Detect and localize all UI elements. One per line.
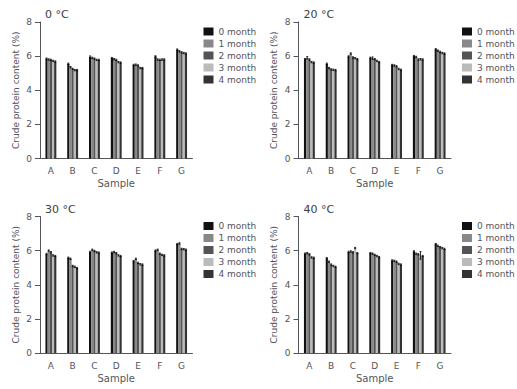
svg-text:G: G: [437, 166, 444, 176]
svg-text:2 month: 2 month: [477, 245, 515, 255]
svg-text:0: 0: [26, 154, 32, 164]
svg-text:B: B: [70, 361, 76, 371]
svg-text:2: 2: [285, 314, 291, 324]
svg-text:20 °C: 20 °C: [304, 8, 335, 21]
svg-text:Sample: Sample: [98, 373, 136, 384]
svg-text:Sample: Sample: [356, 178, 394, 189]
svg-text:2 month: 2 month: [219, 245, 257, 255]
svg-text:C: C: [350, 361, 356, 371]
svg-text:3 month: 3 month: [219, 257, 257, 267]
svg-text:Sample: Sample: [356, 373, 394, 384]
svg-text:Crude protein content (%): Crude protein content (%): [11, 31, 21, 149]
svg-text:F: F: [157, 166, 162, 176]
svg-text:Crude protein content (%): Crude protein content (%): [11, 226, 21, 344]
svg-text:4: 4: [285, 85, 291, 95]
svg-text:1 month: 1 month: [477, 39, 515, 49]
svg-text:D: D: [371, 361, 378, 371]
svg-text:A: A: [306, 166, 313, 176]
svg-text:2 month: 2 month: [219, 51, 257, 61]
svg-text:B: B: [70, 166, 76, 176]
svg-text:Sample: Sample: [98, 178, 136, 189]
svg-text:F: F: [416, 361, 421, 371]
svg-text:Crude protein content (%): Crude protein content (%): [269, 226, 279, 344]
svg-text:40 °C: 40 °C: [304, 203, 335, 216]
svg-text:G: G: [178, 361, 185, 371]
svg-text:0 month: 0 month: [477, 221, 515, 231]
svg-text:0 month: 0 month: [219, 221, 257, 231]
svg-text:4 month: 4 month: [219, 75, 257, 85]
svg-text:D: D: [371, 166, 378, 176]
svg-text:D: D: [113, 166, 120, 176]
svg-text:8: 8: [285, 17, 291, 27]
svg-text:Crude protein content (%): Crude protein content (%): [269, 31, 279, 149]
svg-text:30 °C: 30 °C: [45, 203, 76, 216]
svg-text:6: 6: [285, 246, 291, 256]
svg-text:E: E: [394, 361, 400, 371]
svg-text:0 month: 0 month: [477, 27, 515, 37]
svg-text:B: B: [328, 166, 334, 176]
svg-text:G: G: [178, 166, 185, 176]
svg-text:3 month: 3 month: [477, 63, 515, 73]
svg-text:2: 2: [26, 314, 32, 324]
svg-text:0 °C: 0 °C: [45, 8, 69, 21]
svg-text:4 month: 4 month: [219, 269, 257, 279]
svg-text:A: A: [306, 361, 313, 371]
svg-text:8: 8: [26, 212, 32, 222]
svg-text:6: 6: [285, 51, 291, 61]
svg-text:A: A: [48, 166, 55, 176]
svg-text:3 month: 3 month: [219, 63, 257, 73]
svg-text:4: 4: [26, 85, 32, 95]
svg-text:4: 4: [26, 280, 32, 290]
svg-text:2: 2: [26, 119, 32, 129]
svg-text:F: F: [416, 166, 421, 176]
svg-text:6: 6: [26, 51, 32, 61]
svg-text:6: 6: [26, 246, 32, 256]
svg-text:G: G: [437, 361, 444, 371]
svg-text:E: E: [135, 166, 141, 176]
svg-text:1 month: 1 month: [477, 233, 515, 243]
svg-text:F: F: [157, 361, 162, 371]
svg-text:3 month: 3 month: [477, 257, 515, 267]
svg-text:4 month: 4 month: [477, 269, 515, 279]
svg-text:0: 0: [285, 154, 291, 164]
svg-text:8: 8: [26, 17, 32, 27]
svg-text:B: B: [328, 361, 334, 371]
svg-text:1 month: 1 month: [219, 233, 257, 243]
svg-text:4 month: 4 month: [477, 75, 515, 85]
svg-text:2: 2: [285, 119, 291, 129]
svg-text:C: C: [350, 166, 356, 176]
svg-text:A: A: [48, 361, 55, 371]
svg-text:8: 8: [285, 212, 291, 222]
svg-text:0 month: 0 month: [219, 27, 257, 37]
svg-text:E: E: [135, 361, 141, 371]
svg-text:D: D: [113, 361, 120, 371]
svg-text:0: 0: [26, 348, 32, 358]
svg-text:C: C: [91, 166, 97, 176]
svg-text:0: 0: [285, 348, 291, 358]
svg-text:C: C: [91, 361, 97, 371]
svg-text:4: 4: [285, 280, 291, 290]
svg-text:E: E: [394, 166, 400, 176]
svg-text:1 month: 1 month: [219, 39, 257, 49]
svg-text:2 month: 2 month: [477, 51, 515, 61]
